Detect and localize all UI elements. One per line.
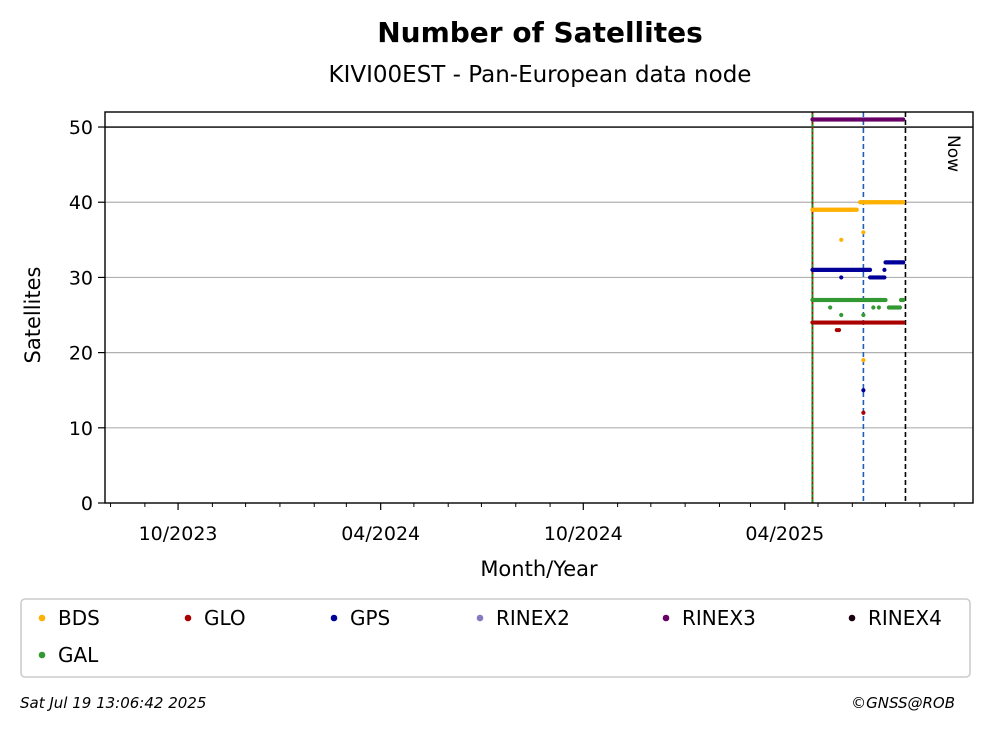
legend-label: RINEX3 xyxy=(682,606,756,630)
legend-label: GPS xyxy=(350,606,390,630)
data-point-bds xyxy=(901,200,906,205)
legend: BDS GLO GPS RINEX2 RINEX3 RINEX4 GAL xyxy=(38,606,942,667)
data-point-bds xyxy=(854,207,859,212)
legend-item-glo: GLO xyxy=(184,606,246,630)
legend-marker xyxy=(330,614,338,622)
data-point-gps xyxy=(861,388,866,393)
legend-marker xyxy=(38,614,46,622)
legend-label: BDS xyxy=(58,606,100,630)
data-point-gps xyxy=(882,275,887,280)
legend-label: GAL xyxy=(58,643,99,667)
data-point-rinex3 xyxy=(901,117,906,122)
x-tick-label: 04/2024 xyxy=(341,523,420,545)
y-tick-label: 50 xyxy=(69,117,93,139)
legend-marker xyxy=(38,651,46,659)
footer-timestamp: Sat Jul 19 13:06:42 2025 xyxy=(20,694,207,712)
legend-item-bds: BDS xyxy=(38,606,100,630)
y-axis: 0 10 20 30 40 50 xyxy=(69,117,105,515)
legend-marker xyxy=(476,614,484,622)
data-point-gps xyxy=(839,275,844,280)
data-point-gps xyxy=(867,267,873,273)
legend-label: RINEX4 xyxy=(868,606,942,630)
x-axis: 10/2023 04/2024 10/2024 04/2025 xyxy=(110,503,955,545)
data-point-bds xyxy=(861,358,866,363)
data-point-gal xyxy=(901,297,906,303)
data-point-glo xyxy=(901,320,906,325)
y-tick-label: 0 xyxy=(81,493,93,515)
data-point-gps xyxy=(901,260,906,265)
legend-item-rinex3: RINEX3 xyxy=(662,606,756,630)
data-points xyxy=(810,117,906,415)
y-tick-label: 20 xyxy=(69,343,93,365)
legend-marker xyxy=(662,614,670,622)
footer-copyright: ©GNSS@ROB xyxy=(851,694,955,712)
y-axis-label: Satellites xyxy=(21,267,45,364)
data-point-bds xyxy=(839,237,844,242)
y-tick-label: 30 xyxy=(69,267,93,289)
x-tick-label: 04/2025 xyxy=(745,523,824,545)
chart-subtitle: KIVI00EST - Pan-European data node xyxy=(329,62,752,88)
series-gal xyxy=(810,297,906,318)
data-point-gps xyxy=(882,267,887,273)
data-point-gal xyxy=(828,305,833,310)
legend-item-gal: GAL xyxy=(38,643,99,667)
plot-area xyxy=(104,111,974,504)
series-rinex3 xyxy=(810,117,906,122)
data-point-gal xyxy=(861,312,866,318)
reference-lines xyxy=(105,112,973,503)
x-axis-label: Month/Year xyxy=(480,557,598,581)
now-label: Now xyxy=(943,135,963,172)
data-point-gal xyxy=(871,305,876,310)
series-glo xyxy=(810,320,906,415)
data-point-gal xyxy=(883,297,888,303)
data-point-gal xyxy=(897,305,903,310)
x-tick-label: 10/2024 xyxy=(544,523,623,545)
legend-marker xyxy=(184,614,192,622)
y-tick-label: 10 xyxy=(69,418,93,440)
chart-title: Number of Satellites xyxy=(377,16,703,49)
data-point-glo xyxy=(861,410,866,415)
legend-item-gps: GPS xyxy=(330,606,390,630)
legend-marker xyxy=(848,614,856,622)
legend-label: GLO xyxy=(204,606,246,630)
data-point-glo xyxy=(836,327,842,333)
data-point-bds xyxy=(861,230,866,235)
data-point-gal xyxy=(839,312,844,318)
legend-item-rinex4: RINEX4 xyxy=(848,606,942,630)
data-point-gal xyxy=(876,305,881,310)
y-tick-label: 40 xyxy=(69,192,93,214)
legend-box xyxy=(20,598,971,678)
legend-label: RINEX2 xyxy=(496,606,570,630)
x-tick-label: 10/2023 xyxy=(139,523,218,545)
series-bds xyxy=(810,200,906,363)
series-gps xyxy=(810,260,906,393)
legend-item-rinex2: RINEX2 xyxy=(476,606,570,630)
